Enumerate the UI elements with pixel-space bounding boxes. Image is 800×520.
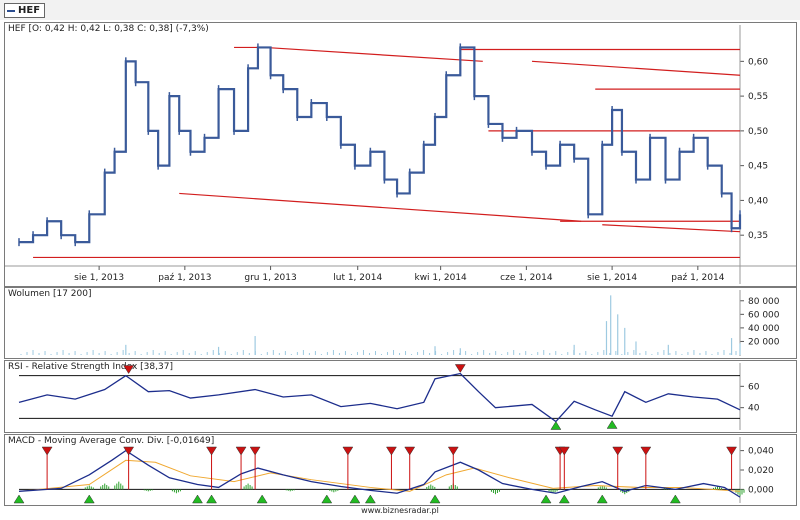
buy-signal-marker [669,494,681,504]
sell-signal-marker [123,365,135,375]
rsi-panel-title: RSI - Relative Strength Index [38,37] [8,362,173,372]
volume-y-tick-label: 40 000 [748,324,780,334]
buy-signal-marker [364,494,376,504]
price-panel-title: HEF [O: 0,42 H: 0,42 L: 0,38 C: 0,38] (-… [8,24,209,34]
buy-signal-marker [606,419,618,429]
trendline [531,60,741,76]
sell-signal-marker [454,364,466,373]
volume-chart: 20 000 40 000 60 000 80 000 [20,290,780,356]
site-footer[interactable]: www.biznesradar.pl [361,506,439,515]
price-y-tick-label: 0,40 [748,196,768,206]
sell-signal-marker [726,446,738,456]
chart-toolbar: HEF [0,0,800,20]
sell-signal-marker [249,446,261,456]
macd-y-tick-label: 0,000 [748,485,774,495]
macd-y-tick-label: 0,020 [748,466,774,476]
price-y-tick-label: 0,55 [748,92,768,102]
buy-signal-marker [429,494,441,504]
sell-signal-marker [123,446,135,456]
buy-signal-marker [83,494,95,504]
sell-signal-marker [206,446,217,456]
buy-signal-marker [349,494,361,504]
rsi-chart: 40 60 [18,363,760,430]
price-x-tick-label: kwi 1, 2014 [414,273,467,283]
trendline [264,46,483,62]
symbol-label: HEF [18,5,41,16]
rsi-y-tick-label: 60 [748,382,760,392]
sell-signal-marker [447,446,459,456]
buy-signal-marker [13,494,25,504]
volume-y-tick-label: 20 000 [748,337,780,347]
price-y-tick-label: 0,35 [748,231,768,241]
sell-signal-marker [640,446,652,456]
price-x-tick-label: paź 1, 2014 [671,273,724,283]
buy-signal-marker [550,421,562,430]
price-x-tick-label: sie 1, 2013 [74,273,124,283]
volume-panel: Wolumen [17 200] 20 000 40 000 60 000 80 00… [4,287,797,359]
volume-y-tick-label: 60 000 [748,310,780,320]
macd-y-tick-label: 0,040 [748,447,774,457]
sell-signal-marker [558,446,570,456]
price-y-tick-label: 0,60 [748,57,768,67]
price-x-tick-label: sie 1, 2014 [587,273,637,283]
macd-chart: 0,000 0,020 0,040 [13,437,774,504]
sell-signal-marker [385,446,397,456]
price-series [19,46,742,244]
buy-signal-marker [206,494,217,504]
rsi-panel: RSI - Relative Strength Index [38,37] 40… [4,360,797,433]
buy-signal-marker [540,494,552,504]
buy-signal-marker [558,494,570,504]
sell-signal-marker [41,446,53,456]
macd-line [18,449,741,498]
sell-signal-marker [404,446,416,456]
buy-signal-marker [256,494,268,504]
price-x-tick-label: gru 1, 2013 [244,273,296,283]
volume-y-tick-label: 80 000 [748,297,780,307]
price-y-tick-label: 0,45 [748,162,768,172]
buy-signal-marker [192,494,203,504]
macd-signal-line [18,459,741,492]
price-y-tick-label: 0,50 [748,127,768,137]
price-x-tick-label: paź 1, 2013 [158,273,211,283]
macd-panel-title: MACD - Moving Average Conv. Div. [-0,016… [8,436,215,446]
series-legend-swatch [7,9,15,12]
buy-signal-marker [321,494,333,504]
price-x-tick-label: lut 1, 2014 [333,273,382,283]
sell-signal-marker [342,446,354,456]
buy-signal-marker [596,494,608,504]
rsi-y-tick-label: 40 [748,404,760,414]
price-chart: 0,35 0,40 0,45 0,50 0,55 0,60 sie 1, 2013 paź 1… [5,25,796,284]
trendline [602,224,741,233]
price-x-tick-label: cze 1, 2014 [500,273,553,283]
rsi-series [18,372,741,423]
sell-signal-marker [235,446,247,456]
trendline [179,192,582,222]
symbol-selector[interactable]: HEF [4,3,46,18]
price-panel: HEF [O: 0,42 H: 0,42 L: 0,38 C: 0,38] (-… [4,22,797,287]
sell-signal-marker [612,446,624,456]
macd-panel: MACD - Moving Average Conv. Div. [-0,016… [4,434,797,506]
volume-panel-title: Wolumen [17 200] [8,289,92,299]
